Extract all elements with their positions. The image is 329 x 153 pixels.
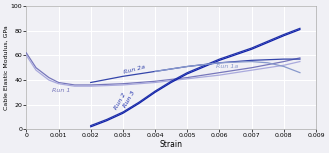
Text: Run 1: Run 1 bbox=[52, 88, 70, 93]
Text: Run 2: Run 2 bbox=[113, 92, 127, 111]
Text: Run 1a: Run 1a bbox=[216, 64, 239, 69]
Y-axis label: Cable Elastic Modulus, GPa: Cable Elastic Modulus, GPa bbox=[4, 25, 9, 110]
X-axis label: Strain: Strain bbox=[160, 140, 183, 149]
Text: Run 2a: Run 2a bbox=[123, 64, 146, 75]
Text: Run 3: Run 3 bbox=[123, 90, 137, 108]
